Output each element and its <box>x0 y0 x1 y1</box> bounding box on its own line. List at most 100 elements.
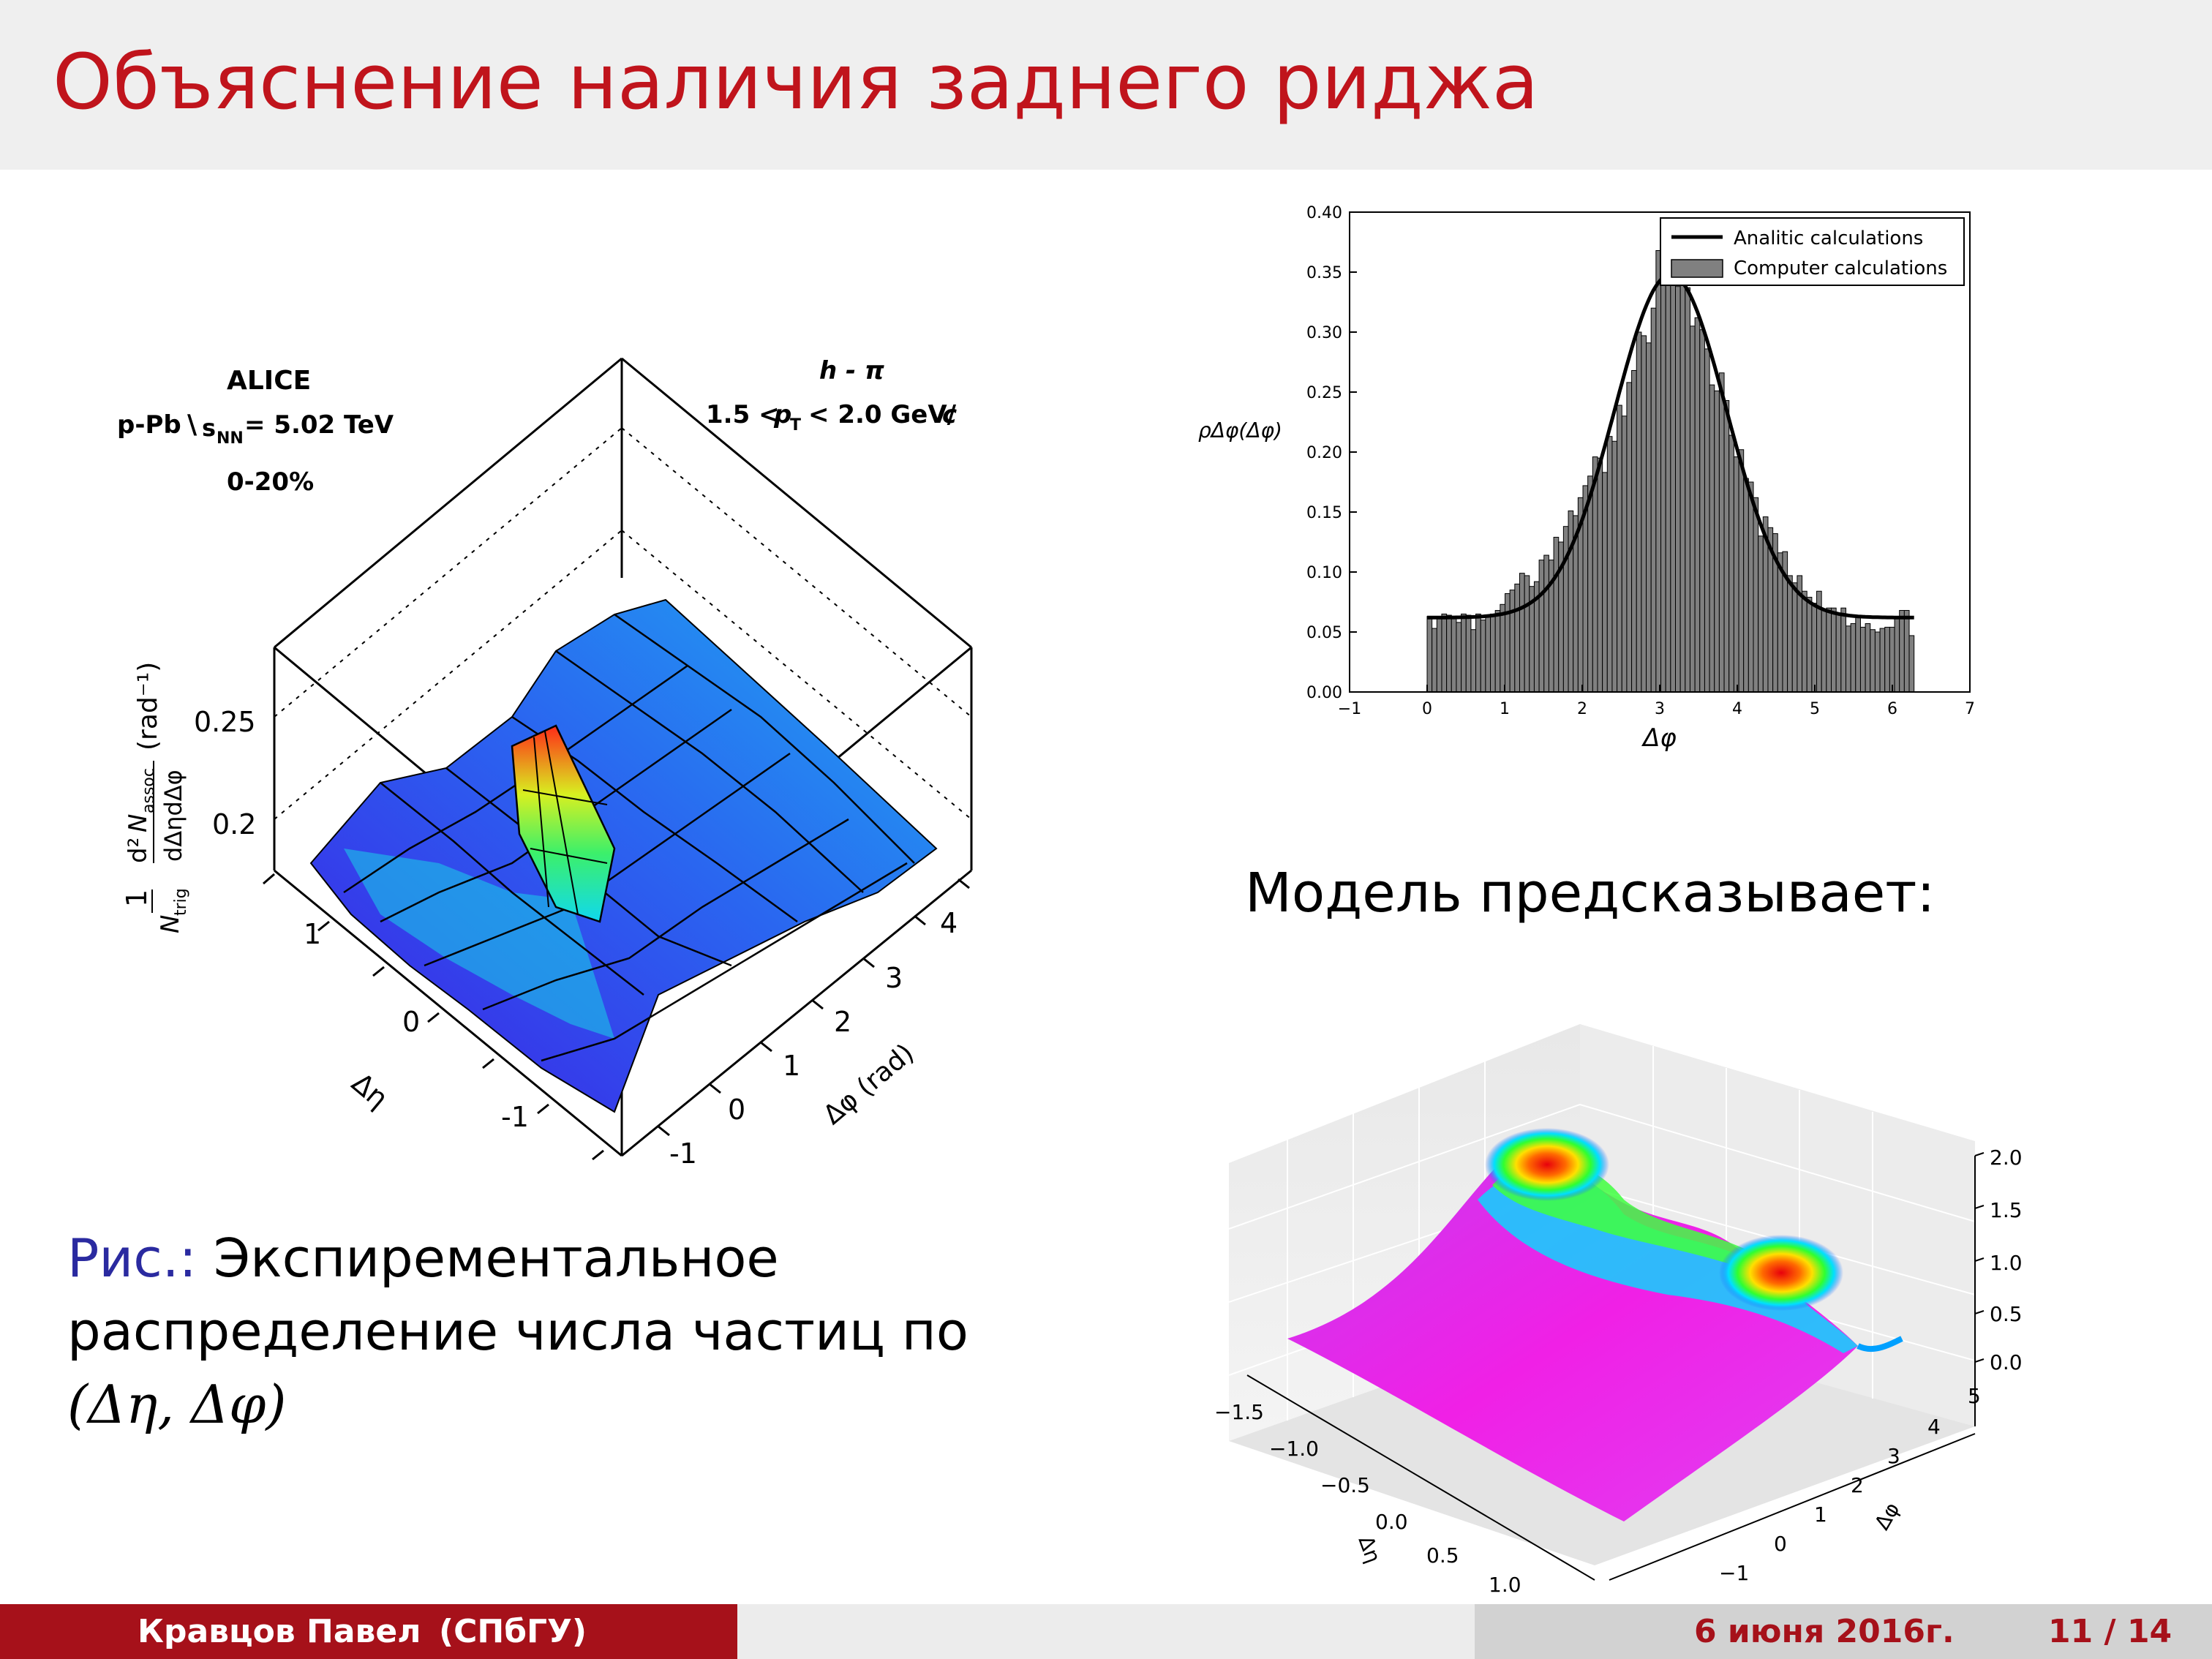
x-tick-label: 4 <box>1732 700 1742 718</box>
histogram-bar <box>1436 617 1442 693</box>
model-prediction-label: Модель предсказывает: <box>1245 862 1936 925</box>
histogram-bar <box>1689 326 1696 693</box>
model-z-tick: 2.0 <box>1990 1146 2023 1170</box>
histogram-bar <box>1490 613 1496 693</box>
alice-phi-label: Δφ (rad) <box>818 1038 919 1130</box>
histogram-y-ticks: 0.00 0.05 0.10 0.15 0.20 0.25 0.30 0.35 0.40 <box>1306 204 1357 702</box>
histogram-bar <box>1787 575 1793 693</box>
alice-ylabel-unit: (rad⁻¹) <box>133 662 163 750</box>
histogram-bar <box>1865 623 1871 693</box>
x-tick-label: 1 <box>1500 700 1510 718</box>
histogram-bar <box>1855 616 1861 693</box>
model-z-tick: 0.5 <box>1990 1302 2023 1326</box>
histogram-bar <box>1641 335 1647 693</box>
histogram-bar <box>1509 590 1516 693</box>
footer-date: 6 июня 2016г. <box>1694 1613 1955 1650</box>
alice-eta-tick: -1 <box>501 1101 529 1133</box>
svg-text:N: N <box>156 915 185 933</box>
alice-pt-c: c <box>942 400 957 429</box>
histogram-bar <box>1592 456 1598 693</box>
histogram-bar <box>1859 626 1866 693</box>
y-tick-label: 0.40 <box>1306 204 1342 222</box>
alice-phi-tick: 0 <box>728 1094 745 1126</box>
svg-text:N: N <box>124 814 153 832</box>
histogram-bar <box>1879 628 1886 693</box>
histogram-bar <box>1850 623 1856 693</box>
histogram-bar <box>1811 603 1818 693</box>
alice-z-tick: 0.2 <box>212 808 256 840</box>
histogram-bar <box>1806 596 1813 693</box>
histogram-bar <box>1621 415 1628 693</box>
alice-pt-range-a: 1.5 < <box>706 400 780 429</box>
histogram-bar <box>1538 560 1545 693</box>
alice-system-pre: p-Pb <box>117 410 181 440</box>
alice-system-energy: = 5.02 TeV <box>244 410 394 440</box>
model-phi-tick: 2 <box>1851 1473 1864 1497</box>
histogram-bar <box>1514 583 1520 693</box>
histogram-bar <box>1465 614 1472 693</box>
histogram-bar <box>1553 536 1560 693</box>
alice-plot: ALICE p-Pb \ s NN = 5.02 TeV 0-20% h - π… <box>117 356 973 1170</box>
histogram-bar <box>1718 372 1725 693</box>
alice-snn: s <box>202 414 216 442</box>
y-tick-label: 0.10 <box>1306 564 1342 582</box>
histogram-bar <box>1505 593 1511 693</box>
histogram-bar <box>1835 613 1842 693</box>
model-eta-axis <box>1246 1374 1595 1581</box>
histogram-bar <box>1426 616 1433 693</box>
histogram-bar <box>1568 510 1574 693</box>
alice-phi-axis-ticks <box>658 878 970 1137</box>
svg-text:dΔηdΔφ: dΔηdΔφ <box>159 770 187 862</box>
alice-particles: h - π <box>819 356 884 385</box>
footer-middle <box>737 1604 1475 1659</box>
histogram-bar <box>1802 590 1807 693</box>
histogram-bar <box>1446 614 1452 693</box>
histogram-bar <box>1485 616 1491 693</box>
alice-snn-sub: NN <box>217 429 244 448</box>
y-tick-label: 0.05 <box>1306 624 1342 642</box>
histogram-bar <box>1728 434 1734 693</box>
histogram-bar <box>1451 617 1457 693</box>
alice-pt-symbol: p <box>773 400 791 429</box>
histogram-x-ticks: −1 0 1 2 3 4 5 6 7 <box>1338 685 1975 718</box>
histogram-bar <box>1611 440 1618 693</box>
caption-math: (Δη, Δφ) <box>67 1374 287 1435</box>
histogram-bar <box>1826 607 1832 693</box>
model-eta-tick: −1.0 <box>1269 1437 1319 1461</box>
model-peak-near <box>1485 1128 1609 1201</box>
model-z-tick: 1.5 <box>1990 1198 2023 1222</box>
y-tick-label: 0.00 <box>1306 684 1342 702</box>
model-z-ticks: 2.0 1.5 1.0 0.5 0.0 <box>1990 1146 2023 1374</box>
caption-label: Рис.: <box>67 1227 197 1289</box>
legend-entry: Analitic calculations <box>1734 227 1923 249</box>
alice-eta-axis-ticks <box>263 873 604 1161</box>
histogram-bar <box>1679 275 1686 693</box>
histogram-bar <box>1723 399 1730 693</box>
histogram-bar <box>1587 475 1593 693</box>
y-tick-label: 0.30 <box>1306 324 1342 342</box>
alice-sqrt-symbol: \ <box>187 410 198 440</box>
histogram-bar <box>1480 620 1486 693</box>
alice-phi-tick: 4 <box>940 907 958 939</box>
histogram-bar <box>1617 405 1622 693</box>
alice-phi-tick: -1 <box>669 1137 697 1170</box>
histogram-bar <box>1543 554 1549 693</box>
histogram-bar <box>1631 369 1637 693</box>
histogram-bar <box>1626 382 1633 693</box>
histogram-ylabel: ρΔφ(Δφ) <box>1198 418 1282 443</box>
footer-author: Кравцов Павел (СПбГУ) <box>0 1604 737 1659</box>
title-bar <box>0 0 2212 170</box>
alice-z-ticks: 0.25 0.2 <box>194 706 256 840</box>
model-z-tick: 0.0 <box>1990 1350 2023 1374</box>
histogram-bar <box>1899 609 1905 693</box>
histogram-bar <box>1665 285 1671 693</box>
alice-eta-ticks: 1 0 -1 <box>304 918 529 1133</box>
histogram-bar <box>1685 287 1690 693</box>
svg-text:trig: trig <box>172 888 190 916</box>
x-tick-label: 2 <box>1577 700 1587 718</box>
histogram-bar <box>1636 331 1642 693</box>
histogram-bar <box>1821 609 1827 693</box>
histogram-bar <box>1674 286 1681 693</box>
model-eta-tick: 0.0 <box>1375 1510 1408 1534</box>
alice-phi-tick: 3 <box>885 962 903 994</box>
